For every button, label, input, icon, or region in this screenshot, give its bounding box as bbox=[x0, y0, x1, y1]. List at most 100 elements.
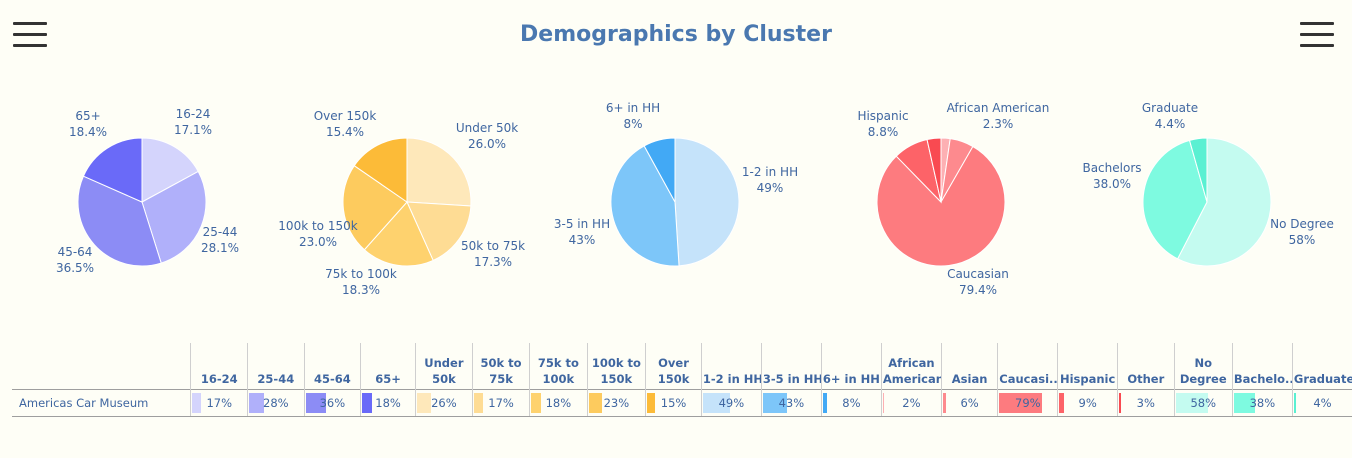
pie-slice[interactable] bbox=[363, 201, 434, 267]
cell-value: 28% bbox=[263, 396, 289, 410]
pie-slice-label: Bachelors 38.0% bbox=[1082, 161, 1141, 191]
cell-bar bbox=[362, 393, 373, 413]
column-header[interactable]: 75k to 100k bbox=[529, 343, 588, 390]
menu-left-button[interactable] bbox=[13, 22, 47, 50]
table-cell: 58% bbox=[1173, 389, 1233, 417]
demographics-table: 16-24 25-44 45-64 65+ Under 50k 50k to 75k 75k t… bbox=[12, 343, 1352, 417]
column-header[interactable]: Asian bbox=[940, 343, 998, 390]
pie-slice-label: 1-2 in HH 49% bbox=[742, 165, 798, 195]
pie-slice-label: 6+ in HH 8% bbox=[606, 101, 660, 131]
table-cell: 18% bbox=[360, 389, 416, 417]
column-header[interactable]: No Degree bbox=[1173, 343, 1233, 390]
cell-bar bbox=[305, 393, 326, 413]
cell-value: 38% bbox=[1249, 396, 1276, 410]
column-header[interactable]: 1-2 in HH bbox=[700, 343, 762, 390]
column-header[interactable]: Caucasi.. bbox=[997, 343, 1058, 390]
cell-value: 18% bbox=[375, 396, 401, 410]
column-header[interactable]: Other bbox=[1117, 343, 1175, 390]
table-cell: 17% bbox=[190, 389, 248, 417]
column-header[interactable]: Graduate bbox=[1291, 343, 1352, 390]
cell-bar bbox=[192, 393, 202, 413]
cell-bar bbox=[702, 393, 730, 413]
column-header[interactable]: 50k to 75k bbox=[471, 343, 530, 390]
table-cell: 28% bbox=[247, 389, 305, 417]
pie-slice[interactable] bbox=[1188, 137, 1208, 203]
pie-slice[interactable] bbox=[1142, 139, 1208, 260]
cell-bar bbox=[588, 393, 602, 413]
pie-slice[interactable] bbox=[1176, 137, 1272, 267]
cell-bar bbox=[473, 393, 483, 413]
column-header[interactable]: 16-24 bbox=[190, 343, 248, 390]
pie-slice[interactable] bbox=[926, 137, 942, 203]
hamburger-line bbox=[13, 44, 47, 47]
pie-slice[interactable] bbox=[610, 145, 680, 267]
pie-slice[interactable] bbox=[643, 137, 676, 203]
column-header[interactable]: 100k to 150k bbox=[586, 343, 646, 390]
pie-slice-label: Under 50k 26.0% bbox=[456, 121, 518, 151]
pie-slice[interactable] bbox=[77, 175, 162, 267]
cell-value: 79% bbox=[1015, 396, 1041, 410]
pie-slice-label: 25-44 28.1% bbox=[201, 225, 239, 255]
cell-value: 17% bbox=[488, 396, 514, 410]
cell-value: 49% bbox=[718, 396, 745, 410]
pie-slice[interactable] bbox=[674, 137, 740, 267]
cell-value: 3% bbox=[1136, 396, 1155, 410]
pie-slice[interactable] bbox=[353, 137, 408, 203]
cell-bar bbox=[1293, 393, 1296, 413]
pie-slice[interactable] bbox=[406, 201, 472, 262]
column-header[interactable]: Bachelo.. bbox=[1231, 343, 1293, 390]
pie-slice-label: 50k to 75k 17.3% bbox=[461, 239, 525, 269]
cell-bar bbox=[822, 393, 827, 413]
cell-bar bbox=[882, 393, 884, 413]
cell-value: 2% bbox=[902, 396, 921, 410]
cell-value: 6% bbox=[960, 396, 979, 410]
pie-slice-label: Over 150k 15.4% bbox=[314, 109, 377, 139]
pie-chart-1: 16-24 17.1% 25-44 28.1% 45-64 36.5% 65+ 18.4% bbox=[56, 107, 239, 275]
pie-slice[interactable] bbox=[342, 164, 408, 251]
pie-slice-label: Graduate 4.4% bbox=[1142, 101, 1198, 131]
column-header[interactable]: 65+ bbox=[360, 343, 416, 390]
table-cell: 43% bbox=[760, 389, 822, 417]
pie-chart-5: No Degree 58% Bachelors 38.0%Graduate 4.4% bbox=[1082, 101, 1334, 267]
pie-chart-4: Caucasian 79.4% Hispanic 8.8% African Americ… bbox=[857, 101, 1049, 297]
table-cell: 38% bbox=[1231, 389, 1293, 417]
cell-bar bbox=[942, 393, 946, 413]
pie-slice[interactable] bbox=[406, 137, 472, 207]
column-header[interactable]: 3-5 in HH bbox=[760, 343, 822, 390]
menu-right-button[interactable] bbox=[1300, 22, 1334, 50]
pie-slice-label: Caucasian 79.4% bbox=[947, 267, 1009, 297]
pie-slice-label: Hispanic 8.8% bbox=[857, 109, 908, 139]
column-header[interactable]: Under 50k bbox=[414, 343, 473, 390]
cell-bar bbox=[1233, 393, 1255, 413]
column-header[interactable]: African American bbox=[880, 343, 942, 390]
table-cell: 18% bbox=[529, 389, 588, 417]
column-header[interactable]: Hispanic bbox=[1057, 343, 1118, 390]
cell-bar bbox=[762, 393, 787, 413]
table-cell: 15% bbox=[645, 389, 702, 417]
cell-value: 17% bbox=[206, 396, 233, 410]
table-cell: 23% bbox=[586, 389, 646, 417]
pie-slice[interactable] bbox=[82, 137, 143, 203]
cell-bar bbox=[999, 393, 1043, 413]
column-header[interactable]: Over 150k bbox=[645, 343, 702, 390]
table-cell: 36% bbox=[303, 389, 361, 417]
pie-slice[interactable] bbox=[876, 145, 1006, 267]
column-header[interactable]: 25-44 bbox=[247, 343, 305, 390]
pie-slice[interactable] bbox=[141, 137, 199, 203]
table-cell: 17% bbox=[471, 389, 530, 417]
cell-value: 23% bbox=[603, 396, 630, 410]
cell-value: 36% bbox=[319, 396, 346, 410]
column-header[interactable]: 45-64 bbox=[303, 343, 361, 390]
cell-value: 58% bbox=[1190, 396, 1217, 410]
table-row[interactable]: Americas Car Museum 17% 28% 36% 18% 26% 17% 18%… bbox=[12, 389, 1352, 417]
table-cell: 26% bbox=[414, 389, 473, 417]
pie-slice-label: 16-24 17.1% bbox=[174, 107, 212, 137]
hamburger-line bbox=[13, 33, 47, 36]
cell-bar bbox=[1175, 393, 1208, 413]
pie-chart-3: 1-2 in HH 49% 3-5 in HH 43% 6+ in HH 8% bbox=[554, 101, 798, 267]
cell-bar bbox=[1119, 393, 1121, 413]
hamburger-line bbox=[1300, 33, 1334, 36]
pie-chart-2: Under 50k 26.0% 50k to 75k 17.3% 75k to 100k… bbox=[278, 109, 525, 297]
pie-slice[interactable] bbox=[141, 170, 207, 264]
column-header[interactable]: 6+ in HH bbox=[820, 343, 882, 390]
